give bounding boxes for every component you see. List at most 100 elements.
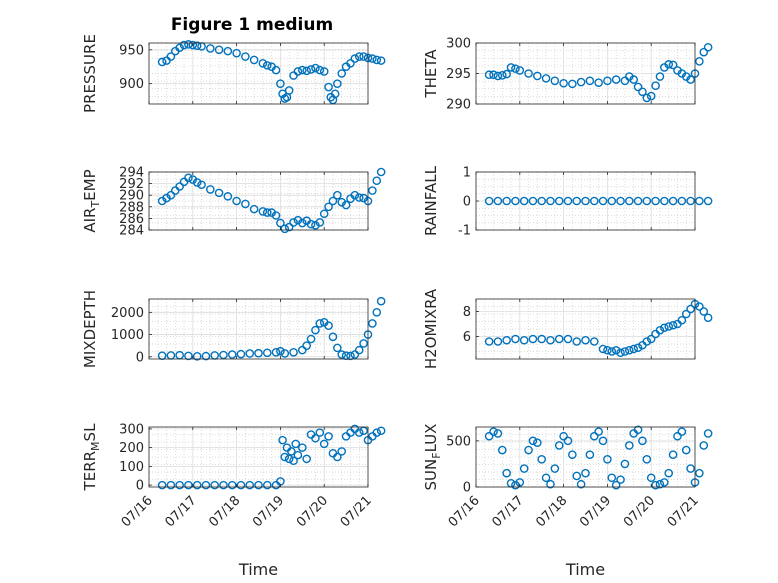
data-point	[227, 480, 237, 490]
data-point	[528, 196, 538, 206]
data-point	[589, 196, 599, 206]
data-point	[576, 77, 586, 87]
data-point	[611, 345, 621, 355]
data-point	[271, 65, 281, 75]
y-tick-label: 6	[463, 330, 471, 345]
data-point	[686, 304, 695, 314]
data-point	[368, 54, 377, 63]
data-point	[686, 196, 695, 206]
panel-theta: 290 295 300 THETA	[422, 37, 713, 113]
data-point	[315, 218, 325, 227]
data-point	[346, 351, 355, 361]
y-tick-label: 288	[119, 200, 144, 215]
data-point	[214, 188, 224, 198]
data-point	[192, 480, 202, 490]
data-point	[175, 480, 184, 490]
panel-h2omixra: 6 8 H2OMIXRA	[422, 288, 713, 369]
data-point	[629, 75, 638, 84]
data-point	[695, 468, 704, 478]
data-point	[589, 337, 599, 346]
data-point	[668, 60, 678, 70]
data-point	[311, 325, 320, 335]
data-point	[677, 427, 687, 436]
data-point	[651, 196, 660, 206]
data-point	[699, 47, 709, 57]
data-point	[638, 436, 647, 446]
data-point	[554, 441, 564, 450]
data-point	[576, 479, 586, 489]
data-point	[302, 454, 311, 464]
data-point	[533, 438, 542, 447]
y-axis-label: TERRMSL	[81, 423, 102, 492]
data-point	[484, 196, 494, 206]
data-point	[633, 343, 643, 353]
data-point	[524, 445, 533, 455]
panel-mixdepth: 0 1000 2000 MIXDEPTH	[81, 290, 386, 368]
data-point	[175, 43, 184, 53]
data-point	[603, 345, 612, 355]
data-point	[324, 321, 333, 330]
data-point	[594, 78, 603, 87]
data-point	[350, 350, 360, 359]
x-axis-label: Time	[565, 560, 605, 579]
data-point	[541, 74, 551, 83]
data-point	[258, 59, 268, 68]
data-point	[502, 69, 511, 79]
data-point	[537, 334, 547, 344]
axes-box	[148, 298, 369, 360]
data-point	[315, 65, 325, 75]
data-point	[223, 46, 233, 56]
data-point	[236, 349, 246, 359]
data-point	[368, 186, 377, 195]
data-point	[289, 456, 298, 466]
data-point	[581, 468, 590, 478]
data-point	[179, 40, 189, 50]
data-point	[245, 480, 255, 490]
data-point	[354, 193, 364, 202]
y-tick-label: 290	[119, 189, 144, 204]
y-tick-label: 0	[463, 481, 471, 496]
data-point	[642, 196, 652, 206]
data-point	[289, 348, 298, 357]
data-point	[646, 334, 656, 344]
data-point	[166, 190, 176, 200]
data-point	[695, 196, 704, 206]
data-point	[603, 455, 612, 464]
data-point	[642, 337, 652, 346]
data-point	[319, 439, 329, 449]
data-point	[337, 350, 347, 359]
data-point	[372, 308, 382, 317]
data-point	[673, 431, 682, 441]
data-point	[278, 435, 287, 445]
data-point	[293, 450, 303, 460]
data-point	[350, 190, 360, 200]
data-point	[616, 475, 625, 484]
data-point	[324, 82, 333, 92]
data-point	[350, 54, 360, 63]
data-point	[280, 224, 290, 234]
data-point	[546, 335, 555, 345]
data-point	[524, 69, 533, 78]
y-tick-label: 8	[463, 305, 471, 320]
data-point	[302, 341, 311, 350]
data-point	[703, 42, 713, 52]
y-tick-label: -1	[458, 224, 471, 239]
data-point	[319, 67, 329, 76]
data-point	[262, 208, 272, 217]
data-point	[633, 82, 643, 92]
data-point	[311, 63, 320, 73]
data-point	[493, 429, 503, 438]
data-point	[175, 182, 184, 191]
data-point	[695, 57, 704, 66]
data-point	[563, 334, 573, 344]
data-point	[324, 202, 333, 212]
data-point	[546, 479, 555, 489]
data-point	[699, 441, 709, 450]
data-point	[703, 313, 713, 323]
data-point	[519, 335, 529, 345]
data-point	[354, 345, 364, 355]
data-point	[603, 76, 612, 86]
data-point	[201, 351, 211, 361]
data-point	[616, 348, 625, 358]
